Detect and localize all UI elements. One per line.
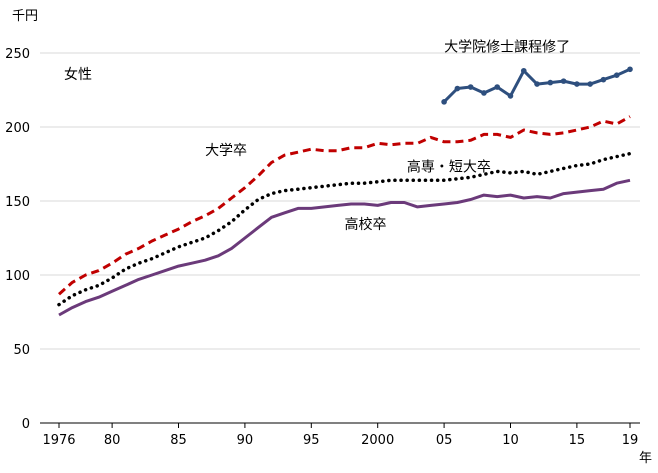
x-tick-label: 85 (170, 433, 187, 448)
series-point (481, 90, 487, 96)
series-point (547, 79, 554, 86)
x-tick-label: 80 (104, 433, 121, 448)
axes: 0 50 100 150 200 250 1976 80 85 90 95 2000 05 10 15 19 (5, 47, 640, 448)
series-point (441, 99, 447, 105)
panel-label: 女性 (64, 66, 92, 83)
x-tick-label: 10 (502, 433, 519, 448)
y-axis-unit-label: 千円 (12, 9, 38, 24)
series-point (534, 81, 540, 87)
series-point (613, 72, 620, 78)
horizontal-gridlines (40, 52, 640, 350)
series-point (587, 81, 593, 87)
x-tick-label: 15 (569, 433, 586, 448)
series-label: 高校卒 (345, 216, 387, 233)
series-line (57, 151, 632, 307)
series-label: 高専・短大卒 (407, 158, 491, 175)
x-tick-label: 19 (622, 433, 639, 448)
series-point (454, 85, 461, 92)
series-point (494, 84, 501, 90)
y-tick-label: 150 (5, 195, 30, 210)
y-tick-label: 250 (5, 47, 30, 62)
series-line (58, 178, 631, 317)
series-point (507, 93, 514, 99)
x-tick-label: 90 (237, 433, 254, 448)
series-label: 大学院修士課程修了 (444, 40, 570, 56)
series-point (574, 81, 580, 87)
series-point (560, 78, 567, 84)
x-tick-label: 2000 (361, 433, 394, 448)
series-point (600, 76, 607, 83)
x-tick-label: 95 (303, 433, 320, 448)
x-axis-unit-label: 年 (639, 451, 652, 466)
series-label: 大学卒 (205, 143, 247, 159)
y-tick-label: 50 (13, 343, 30, 358)
series-point (520, 67, 527, 74)
y-tick-label: 0 (22, 417, 30, 432)
y-tick-label: 200 (5, 121, 30, 136)
y-tick-label: 100 (5, 269, 30, 284)
series-point (627, 66, 633, 73)
x-tick-label: 1976 (42, 433, 75, 448)
series-lines (57, 66, 633, 317)
series-point (467, 84, 474, 90)
x-tick-label: 05 (436, 433, 453, 448)
series-line (58, 115, 631, 296)
